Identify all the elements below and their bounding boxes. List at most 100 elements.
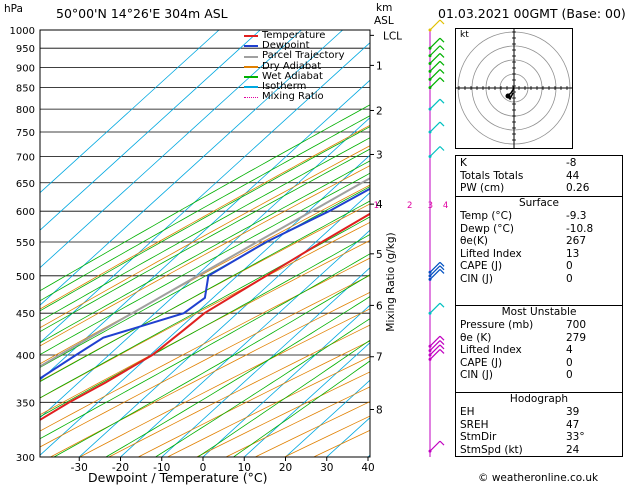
surface-section: Surface Temp (°C) -9.3 Dewp (°C) -10.8 θe(K)… — [456, 196, 622, 285]
wet-adiabat-line — [40, 137, 370, 322]
legend-item: Parcel Trajectory — [244, 51, 345, 61]
wind-barb-dot — [428, 349, 432, 353]
wind-barb — [429, 344, 441, 356]
index-label: CAPE (J) — [460, 260, 503, 272]
index-value: 700 — [566, 319, 587, 331]
wind-barb-flag — [439, 45, 445, 51]
km-tick-label: 1 — [376, 60, 383, 72]
wind-barb-flag — [439, 265, 445, 271]
hodograph-indices-section: Hodograph EH 39 SREH 47 StmDir 33° StmSpd (kt)… — [456, 392, 622, 456]
wind-barb-flag — [439, 19, 445, 25]
wet-adiabat-line — [53, 274, 370, 457]
wet-adiabat-line — [197, 339, 370, 457]
dry-adiabat-line — [40, 184, 370, 365]
wet-adiabat-line — [40, 115, 370, 302]
wind-barb — [429, 146, 441, 157]
wind-barb — [429, 265, 441, 277]
wind-barb — [429, 440, 441, 452]
legend-label: Wet Adiabat — [262, 70, 323, 82]
index-row: K -8 — [456, 157, 622, 170]
wind-barb — [429, 268, 441, 280]
hodograph-kt-label: kt — [460, 30, 469, 40]
legend-label: Temperature — [262, 30, 326, 41]
wind-barb-dot — [428, 69, 432, 73]
index-row: StmDir 33° — [456, 431, 622, 444]
hpa-axis-title: hPa — [4, 3, 23, 15]
wind-barb — [429, 68, 441, 80]
wind-barb-flag — [439, 146, 445, 151]
wet-adiabat-line — [105, 296, 370, 457]
wind-barb-dot — [428, 86, 432, 90]
isotherm-line — [40, 30, 261, 231]
index-value: 4 — [566, 344, 573, 356]
pressure-tick-label: 500 — [16, 272, 35, 283]
isotherm-line — [202, 304, 370, 457]
index-label: CIN (J) — [460, 272, 493, 285]
wind-barb — [429, 302, 441, 314]
wind-barb — [429, 340, 441, 351]
mixing-ratio-label: 2 — [407, 201, 412, 211]
wind-barb-flag — [439, 37, 445, 43]
pressure-tick-label: 300 — [16, 453, 35, 464]
wind-barb-flag — [439, 335, 445, 341]
wet-adiabat-line — [40, 216, 370, 399]
temp-tick-label: -30 — [71, 462, 88, 474]
pressure-tick-label: 900 — [16, 63, 35, 74]
wet-adiabat-line — [40, 104, 370, 292]
isotherm-line — [40, 117, 370, 419]
wind-barb-flag — [439, 302, 445, 308]
wind-barb-dot — [428, 270, 432, 274]
index-label: Lifted Index — [460, 247, 522, 260]
legend-label: Dry Adiabat — [262, 60, 322, 72]
temp-tick-label: -10 — [153, 462, 170, 474]
wind-barb — [429, 37, 441, 49]
index-label: CIN (J) — [460, 369, 493, 381]
pressure-tick-label: 400 — [16, 351, 35, 362]
hodograph-storm-motion — [505, 93, 511, 99]
km-axis-title: km — [376, 2, 393, 14]
wind-barb — [429, 77, 441, 89]
asl-axis-title: ASL — [374, 15, 394, 27]
index-row: CIN (J) 0 — [456, 369, 622, 382]
mixing-ratio-label: 1 — [374, 201, 379, 211]
isotherm-line — [40, 42, 370, 344]
index-value: 0 — [566, 272, 573, 285]
index-row: θe (K) 279 — [456, 332, 622, 345]
wind-barb-dot — [428, 46, 432, 50]
plot-frame — [39, 29, 371, 458]
hodograph-indices-table: EH 39 SREH 47 StmDir 33° StmSpd (kt) 24 — [456, 406, 622, 456]
footer-credit[interactable]: © weatheronline.co.uk — [478, 472, 599, 484]
isotherm-line — [40, 30, 220, 194]
wind-barb-dot — [428, 277, 432, 281]
index-value: 13 — [566, 247, 580, 260]
index-label: EH — [460, 406, 475, 418]
wind-barb-dot — [428, 311, 432, 315]
dewpoint-line — [40, 187, 370, 380]
dry-adiabat-line — [40, 239, 370, 416]
legend-swatch — [244, 55, 258, 58]
legend-swatch — [244, 75, 258, 78]
wind-barb-dot — [428, 61, 432, 65]
legend-label: Parcel Trajectory — [262, 50, 345, 62]
wind-barb-dot — [428, 107, 432, 111]
isotherm-line — [40, 30, 302, 269]
y-axis-label-right: Mixing Ratio (g/kg) — [385, 232, 397, 332]
temp-tick-label: -20 — [112, 462, 129, 474]
index-value: 267 — [566, 235, 587, 247]
legend-label: Isotherm — [262, 81, 307, 93]
legend-item: Dry Adiabat — [244, 60, 345, 72]
wind-barb-flag — [439, 349, 445, 354]
dry-adiabat-line — [40, 257, 370, 432]
km-tick-label: 2 — [376, 105, 383, 117]
wet-adiabat-line — [40, 172, 370, 356]
km-tick-label: 4 — [376, 199, 383, 211]
pressure-tick-label: 700 — [16, 152, 35, 163]
pressure-tick-label: 950 — [16, 44, 35, 55]
index-label: SREH — [460, 418, 489, 431]
x-axis-label: Dewpoint / Temperature (°C) — [88, 470, 268, 485]
most-unstable-table: Pressure (mb) 700 θe (K) 279 Lifted Index 4 CA… — [456, 319, 622, 382]
index-row: θe(K) 267 — [456, 235, 622, 248]
index-label: θe (K) — [460, 331, 492, 344]
wind-barb-flag — [439, 268, 445, 274]
